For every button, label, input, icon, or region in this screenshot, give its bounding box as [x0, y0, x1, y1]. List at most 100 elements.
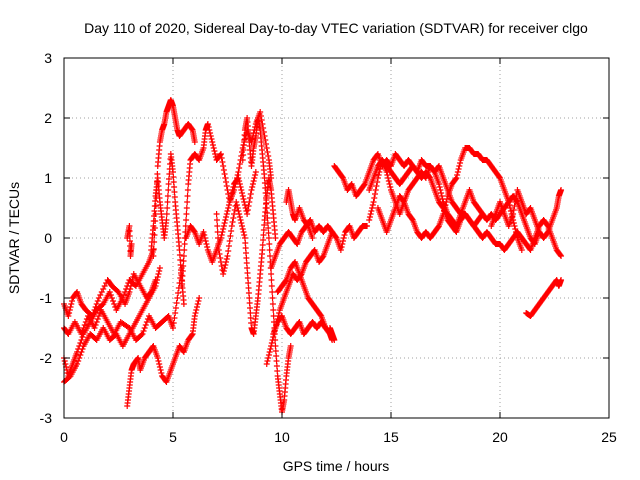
- data-point: [223, 259, 230, 265]
- data-point: [244, 211, 251, 217]
- data-point: [443, 196, 450, 202]
- data-point: [68, 301, 75, 307]
- data-point: [94, 298, 101, 304]
- data-point: [154, 274, 161, 280]
- data-point: [193, 304, 200, 310]
- data-point: [341, 232, 348, 238]
- data-point: [510, 211, 517, 217]
- data-point: [372, 191, 379, 197]
- data-point: [510, 220, 517, 226]
- data-point: [236, 178, 243, 184]
- data-point: [338, 244, 345, 250]
- data-point: [371, 195, 378, 201]
- data-point: [122, 289, 129, 295]
- data-point: [101, 283, 108, 289]
- data-point: [436, 184, 443, 190]
- series-track-5: [124, 295, 203, 409]
- data-point: [339, 241, 346, 247]
- data-point: [263, 145, 270, 151]
- y-tick-label: -2: [40, 350, 53, 366]
- data-point: [107, 292, 114, 298]
- data-point: [215, 247, 222, 253]
- data-point: [230, 215, 237, 221]
- data-point: [140, 328, 147, 334]
- data-point: [247, 191, 254, 197]
- data-point: [228, 190, 235, 196]
- data-point: [375, 172, 382, 178]
- series-track-13: [263, 223, 371, 367]
- data-point: [267, 346, 274, 352]
- data-point: [184, 199, 191, 205]
- data-point: [457, 160, 464, 166]
- data-point: [266, 247, 273, 253]
- data-point: [227, 196, 234, 202]
- data-point: [227, 233, 234, 239]
- data-point: [511, 223, 518, 229]
- data-point: [265, 355, 272, 361]
- data-point: [329, 229, 336, 235]
- data-point: [246, 199, 253, 205]
- data-point: [245, 203, 252, 209]
- series-track-6: [124, 223, 135, 259]
- data-point: [224, 208, 231, 214]
- data-point: [239, 193, 246, 199]
- y-tick-label: 0: [44, 230, 52, 246]
- data-point: [220, 226, 227, 232]
- data-point: [204, 244, 211, 250]
- data-point: [100, 286, 107, 292]
- x-tick-label: 5: [169, 429, 177, 445]
- data-point: [206, 127, 213, 133]
- data-point: [221, 265, 228, 271]
- data-point: [263, 361, 270, 367]
- series-track-4: [61, 265, 163, 385]
- data-point: [75, 358, 82, 364]
- y-tick-label: -3: [40, 410, 53, 426]
- data-point: [164, 193, 171, 199]
- data-point: [231, 211, 238, 217]
- data-point: [266, 241, 273, 247]
- data-point: [205, 124, 212, 130]
- data-point: [224, 187, 231, 193]
- data-point: [93, 319, 100, 325]
- series-track-11: [213, 175, 279, 337]
- data-point: [229, 187, 236, 193]
- data-point: [233, 202, 240, 208]
- data-point: [272, 235, 279, 241]
- data-point: [217, 151, 224, 157]
- data-point: [93, 301, 100, 307]
- data-point: [268, 283, 275, 289]
- data-point: [156, 364, 163, 370]
- data-point: [373, 183, 380, 189]
- data-point: [222, 175, 229, 181]
- data-point: [184, 187, 191, 193]
- data-point: [263, 141, 270, 147]
- data-point: [385, 175, 392, 181]
- data-point: [438, 193, 445, 199]
- data-point: [221, 220, 228, 226]
- data-point: [506, 202, 513, 208]
- data-point: [257, 109, 264, 115]
- data-point: [247, 195, 254, 201]
- data-point: [173, 300, 180, 306]
- data-point: [369, 205, 376, 211]
- data-point: [77, 352, 84, 358]
- data-point: [78, 337, 85, 343]
- data-point: [217, 259, 224, 265]
- data-point: [213, 211, 220, 217]
- data-point: [230, 184, 237, 190]
- data-point: [61, 358, 68, 364]
- data-point: [454, 172, 461, 178]
- data-point: [224, 253, 231, 259]
- data-point: [217, 255, 224, 261]
- data-point: [239, 226, 246, 232]
- data-point: [268, 343, 275, 349]
- data-point: [108, 295, 115, 301]
- data-point: [152, 283, 159, 289]
- data-point: [276, 310, 283, 316]
- data-point: [241, 232, 248, 238]
- data-point: [79, 334, 86, 340]
- data-point: [164, 205, 171, 211]
- data-point: [385, 178, 392, 184]
- data-point: [94, 316, 101, 322]
- x-tick-label: 15: [383, 429, 399, 445]
